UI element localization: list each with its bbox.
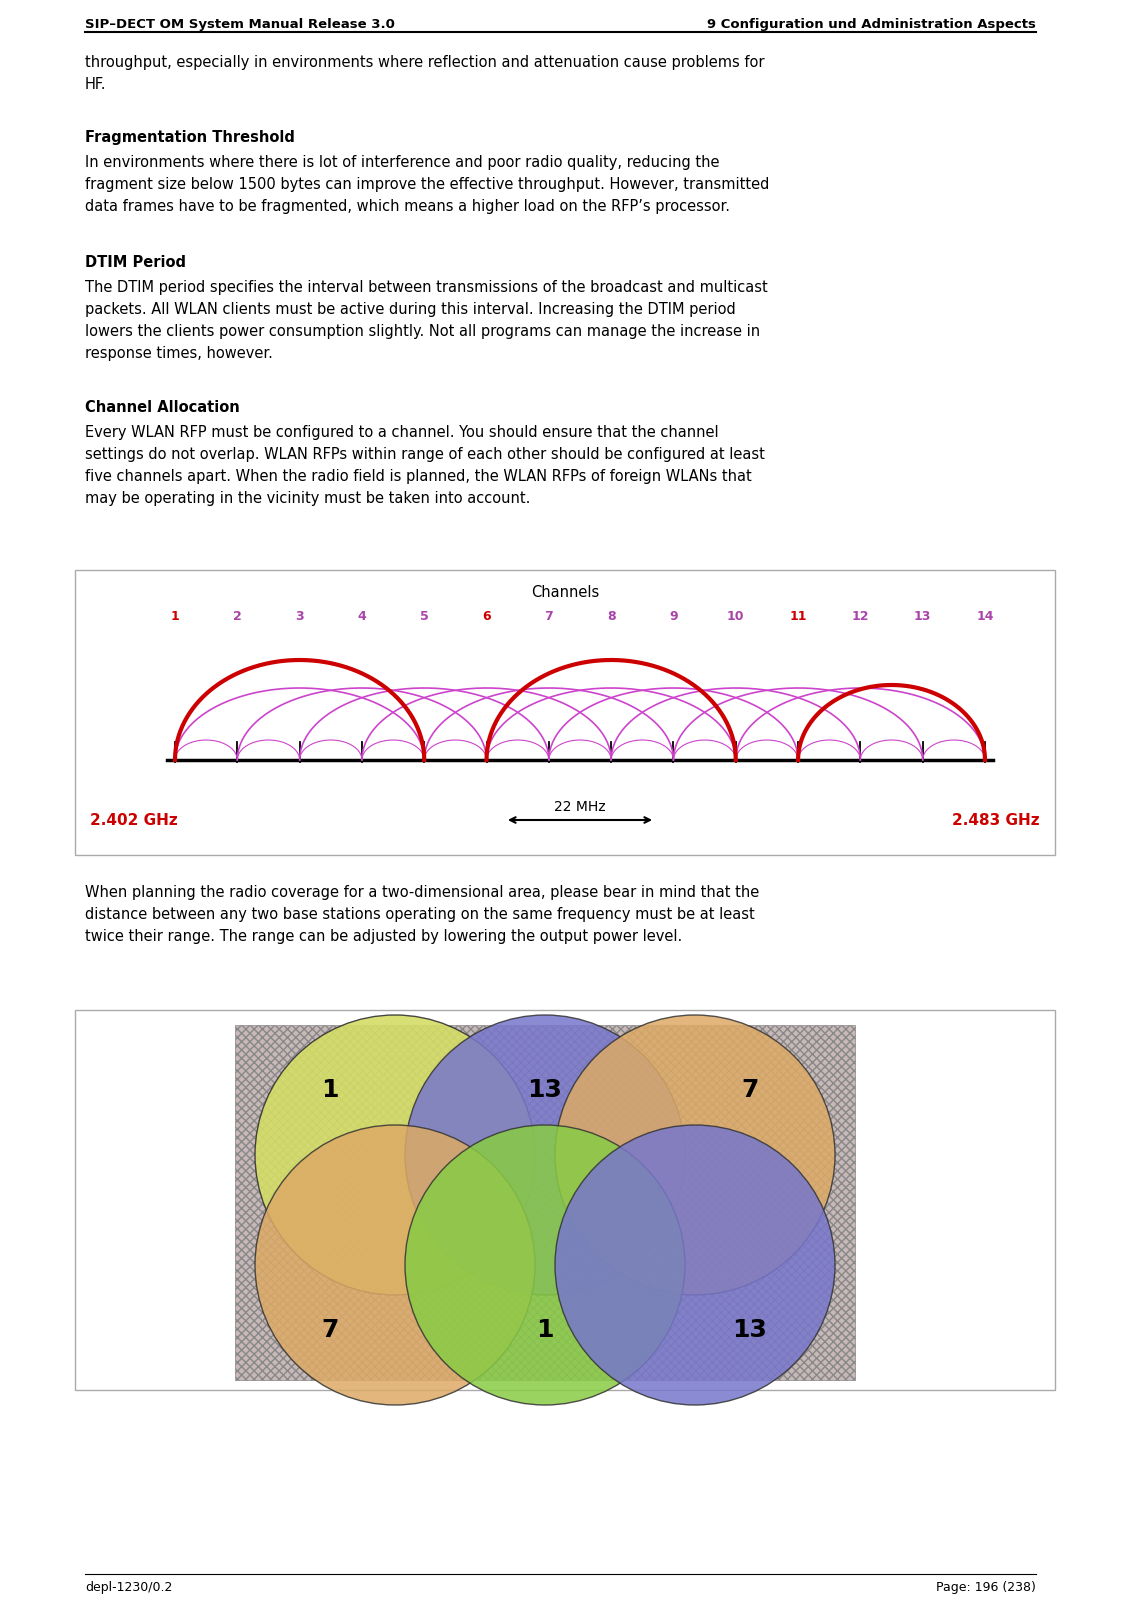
Text: 1: 1: [170, 610, 179, 623]
Text: 2.483 GHz: 2.483 GHz: [953, 813, 1040, 827]
Text: twice their range. The range can be adjusted by lowering the output power level.: twice their range. The range can be adju…: [85, 928, 683, 944]
Circle shape: [555, 1015, 835, 1295]
Text: 3: 3: [295, 610, 304, 623]
Text: 4: 4: [358, 610, 367, 623]
Text: throughput, especially in environments where reflection and attenuation cause pr: throughput, especially in environments w…: [85, 55, 765, 71]
Text: Every WLAN RFP must be configured to a channel. You should ensure that the chann: Every WLAN RFP must be configured to a c…: [85, 425, 719, 439]
Text: 7: 7: [322, 1318, 339, 1342]
Text: When planning the radio coverage for a two-dimensional area, please bear in mind: When planning the radio coverage for a t…: [85, 885, 759, 899]
Circle shape: [555, 1125, 835, 1405]
Text: may be operating in the vicinity must be taken into account.: may be operating in the vicinity must be…: [85, 491, 530, 505]
Text: 5: 5: [420, 610, 428, 623]
Text: fragment size below 1500 bytes can improve the effective throughput. However, tr: fragment size below 1500 bytes can impro…: [85, 177, 769, 191]
Text: 12: 12: [852, 610, 869, 623]
Text: 6: 6: [482, 610, 491, 623]
Text: 9: 9: [669, 610, 678, 623]
Text: 2.402 GHz: 2.402 GHz: [90, 813, 178, 827]
Text: 13: 13: [732, 1318, 768, 1342]
Circle shape: [405, 1125, 685, 1405]
Text: SIP–DECT OM System Manual Release 3.0: SIP–DECT OM System Manual Release 3.0: [85, 18, 395, 31]
Text: Channel Allocation: Channel Allocation: [85, 401, 240, 415]
Circle shape: [254, 1125, 535, 1405]
Text: lowers the clients power consumption slightly. Not all programs can manage the i: lowers the clients power consumption sli…: [85, 323, 760, 339]
Text: depl-1230/0.2: depl-1230/0.2: [85, 1582, 173, 1595]
Text: distance between any two base stations operating on the same frequency must be a: distance between any two base stations o…: [85, 907, 754, 922]
Text: 1: 1: [322, 1078, 339, 1102]
Text: 1: 1: [536, 1318, 554, 1342]
Text: packets. All WLAN clients must be active during this interval. Increasing the DT: packets. All WLAN clients must be active…: [85, 302, 735, 317]
Text: Channels: Channels: [531, 586, 599, 600]
Text: 9 Configuration und Administration Aspects: 9 Configuration und Administration Aspec…: [707, 18, 1036, 31]
Text: 8: 8: [606, 610, 615, 623]
Text: 13: 13: [528, 1078, 563, 1102]
Text: response times, however.: response times, however.: [85, 346, 272, 360]
Text: 14: 14: [976, 610, 993, 623]
Circle shape: [254, 1015, 535, 1295]
Text: DTIM Period: DTIM Period: [85, 254, 186, 270]
Text: Page: 196 (238): Page: 196 (238): [936, 1582, 1036, 1595]
Text: 22 MHz: 22 MHz: [554, 800, 605, 814]
Text: 2: 2: [233, 610, 242, 623]
Text: 10: 10: [728, 610, 744, 623]
Text: 11: 11: [789, 610, 807, 623]
Text: data frames have to be fragmented, which means a higher load on the RFP’s proces: data frames have to be fragmented, which…: [85, 200, 730, 214]
Text: 7: 7: [545, 610, 554, 623]
Bar: [75, 1010, 1055, 1390]
Text: 7: 7: [741, 1078, 759, 1102]
Bar: [75, 570, 1055, 854]
Text: HF.: HF.: [85, 77, 106, 92]
Text: The DTIM period specifies the interval between transmissions of the broadcast an: The DTIM period specifies the interval b…: [85, 280, 768, 294]
Text: In environments where there is lot of interference and poor radio quality, reduc: In environments where there is lot of in…: [85, 154, 720, 171]
Text: 13: 13: [914, 610, 932, 623]
Text: settings do not overlap. WLAN RFPs within range of each other should be configur: settings do not overlap. WLAN RFPs withi…: [85, 447, 765, 462]
Text: five channels apart. When the radio field is planned, the WLAN RFPs of foreign W: five channels apart. When the radio fiel…: [85, 468, 752, 484]
Bar: [235, 1025, 855, 1381]
Circle shape: [405, 1015, 685, 1295]
Text: Fragmentation Threshold: Fragmentation Threshold: [85, 130, 295, 145]
